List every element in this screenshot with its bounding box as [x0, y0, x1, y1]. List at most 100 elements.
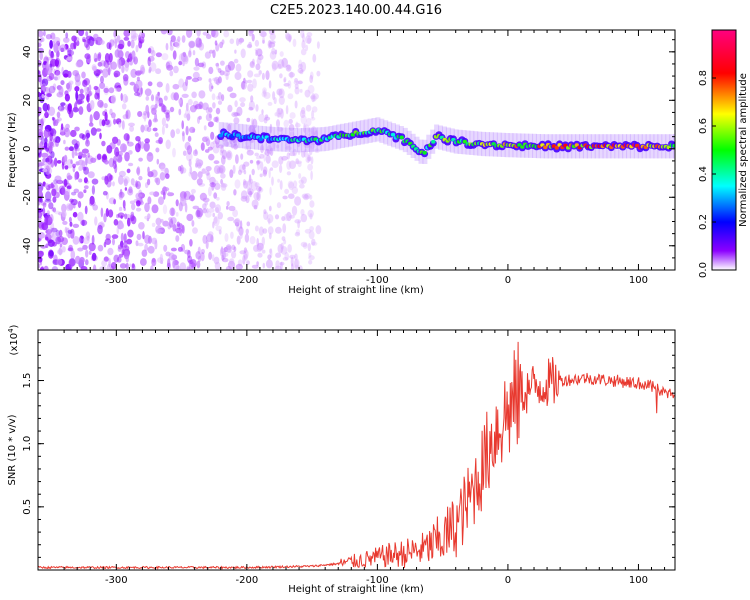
heatmap-cell: [258, 113, 266, 123]
heatmap-cell: [254, 182, 260, 188]
heatmap-cell: [229, 258, 235, 265]
heatmap-cell: [245, 180, 253, 191]
snr-line: [38, 341, 675, 570]
heatmap-cell: [135, 181, 141, 190]
heatmap-cell: [100, 207, 104, 218]
heatmap-cell: [275, 226, 282, 234]
heatmap-cell: [262, 228, 268, 234]
heatmap-cell: [109, 39, 115, 47]
y-tick-label: 1.5: [22, 373, 33, 389]
y-tick-label: -20: [22, 189, 33, 205]
heatmap-cell: [229, 38, 235, 45]
heatmap-cell: [172, 50, 177, 60]
heatmap-cell: [91, 234, 95, 245]
heatmap-cell: [38, 59, 42, 67]
heatmap-cell: [274, 214, 280, 220]
heatmap-cell: [177, 36, 181, 42]
heatmap-cell: [310, 71, 314, 80]
heatmap-cell: [275, 260, 280, 269]
heatmap-cell: [198, 38, 202, 46]
heatmap-cell: [200, 248, 205, 255]
heatmap-cell: [72, 236, 80, 245]
heatmap-cell: [124, 187, 128, 191]
heatmap-cell: [108, 209, 114, 218]
heatmap-cell: [265, 259, 273, 269]
heatmap-cell: [208, 107, 213, 113]
heatmap-cell: [256, 191, 261, 202]
heatmap-cell: [131, 50, 136, 60]
heatmap-cell: [61, 185, 66, 196]
heatmap-cell: [220, 145, 224, 154]
heatmap-cell: [278, 156, 284, 165]
heatmap-cell: [286, 171, 292, 176]
heatmap-cell: [67, 229, 73, 234]
heatmap-cell: [196, 178, 203, 186]
heatmap-cell: [229, 92, 237, 99]
heatmap-cell: [188, 158, 192, 167]
heatmap-cell: [110, 94, 117, 104]
heatmap-cell: [64, 125, 69, 133]
heatmap-cell: [128, 122, 135, 127]
heatmap-cell: [71, 149, 75, 159]
heatmap-cell: [306, 32, 313, 37]
heatmap-cell: [217, 68, 222, 73]
heatmap-cell: [170, 129, 176, 139]
heatmap-cell: [285, 64, 292, 72]
heatmap-cell: [191, 91, 197, 99]
heatmap-cell: [251, 33, 255, 42]
heatmap-cell: [85, 139, 90, 147]
heatmap-cell: [145, 104, 150, 114]
heatmap-cell: [64, 146, 70, 151]
heatmap-cell: [46, 210, 50, 216]
heatmap-cell: [38, 213, 41, 219]
heatmap-cell: [208, 186, 212, 197]
heatmap-cell: [231, 143, 234, 149]
heatmap-cell: [253, 244, 260, 252]
heatmap-cell: [83, 185, 89, 190]
heatmap-cell: [236, 235, 241, 245]
heatmap-cell: [181, 130, 185, 137]
heatmap-cell: [112, 160, 117, 169]
heatmap-cell: [221, 149, 228, 160]
heatmap-cell: [154, 132, 159, 137]
heatmap-cell: [307, 163, 313, 171]
heatmap-cell: [41, 152, 49, 158]
heatmap-cell: [39, 197, 44, 203]
heatmap-cell: [208, 207, 215, 213]
heatmap-cell: [246, 188, 254, 196]
heatmap-cell: [75, 61, 83, 68]
heatmap-cell: [175, 265, 181, 270]
heatmap-cell: [286, 160, 292, 170]
heatmap-cell: [169, 106, 175, 113]
heatmap-cell: [175, 235, 180, 242]
heatmap-cell: [112, 136, 119, 144]
heatmap-cell: [250, 60, 255, 67]
heatmap-cell: [40, 37, 45, 43]
heatmap-cell: [201, 168, 206, 174]
heatmap-cell: [90, 127, 97, 136]
heatmap-cell: [286, 33, 292, 42]
heatmap-cell: [248, 191, 253, 196]
heatmap-cell: [300, 114, 307, 125]
heatmap-cell: [81, 148, 89, 154]
heatmap-cell: [130, 178, 135, 186]
heatmap-cell: [138, 222, 145, 230]
heatmap-cell: [263, 89, 266, 97]
heatmap-cell: [210, 131, 215, 140]
heatmap-cell: [178, 78, 185, 88]
heatmap-cell: [122, 199, 126, 209]
heatmap-cell: [236, 38, 240, 46]
heatmap-cell: [238, 169, 242, 176]
heatmap-cell: [195, 43, 202, 48]
heatmap-cell: [119, 263, 127, 269]
heatmap-cell: [309, 194, 313, 200]
heatmap-cell: [72, 211, 78, 218]
heatmap-cell: [70, 129, 77, 138]
x-tick-label: 100: [629, 575, 648, 586]
heatmap-cell: [226, 201, 230, 207]
heatmap-cell: [213, 256, 220, 265]
heatmap-cell: [267, 101, 273, 106]
x-tick-label: 0: [505, 275, 511, 286]
heatmap-cell: [303, 148, 308, 158]
heatmap-cell: [223, 70, 230, 77]
